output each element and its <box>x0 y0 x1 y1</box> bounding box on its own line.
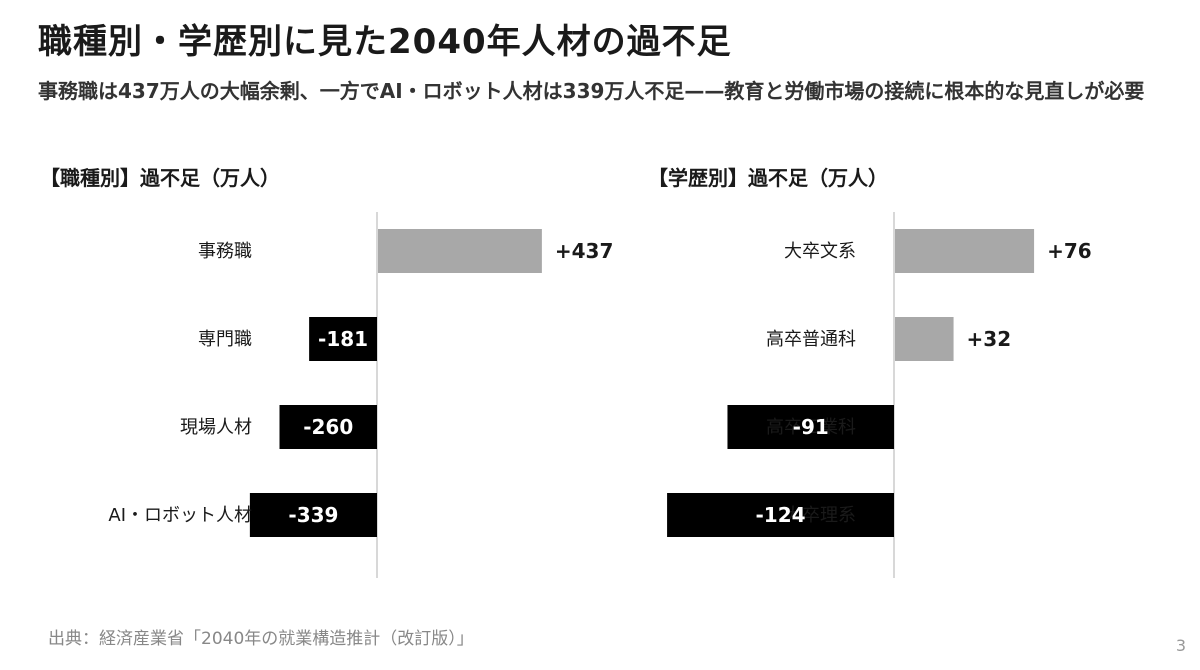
page-subtitle: 事務職は437万人の大幅余剰、一方でAI・ロボット人材は339万人不足——教育と… <box>38 79 1145 103</box>
category-label-education-2: 高卒工業科 <box>766 417 856 438</box>
bar-education-2 <box>727 405 894 449</box>
value-label-education-0: +76 <box>1047 239 1092 263</box>
category-label-occupation-3: AI・ロボット人材 <box>108 505 252 526</box>
bar-occupation-2 <box>279 405 377 449</box>
value-label-occupation-2: -260 <box>303 415 353 439</box>
bar-occupation-0 <box>378 229 542 273</box>
value-label-occupation-3: -339 <box>288 503 338 527</box>
category-label-education-0: 大卒文系 <box>784 241 856 262</box>
value-label-education-3: -124 <box>756 503 806 527</box>
source-note: 出典：経済産業省「2040年の就業構造推計（改訂版）」 <box>48 629 474 649</box>
value-label-education-2: -91 <box>793 415 829 439</box>
category-label-education-1: 高卒普通科 <box>766 329 856 350</box>
bar-education-3 <box>667 493 894 537</box>
bar-occupation-1 <box>309 317 377 361</box>
chart-title-education: 【学歴別】過不足（万人） <box>648 166 888 190</box>
value-label-education-1: +32 <box>967 327 1012 351</box>
category-label-occupation-1: 専門職 <box>198 329 252 350</box>
bar-education-1 <box>895 317 954 361</box>
bar-education-0 <box>895 229 1035 273</box>
chart-title-occupation: 【職種別】過不足（万人） <box>40 166 280 190</box>
category-label-education-3: 大卒理系 <box>784 505 856 526</box>
page-number: 3 <box>1175 636 1186 655</box>
value-label-occupation-1: -181 <box>318 327 368 351</box>
category-label-occupation-2: 現場人材 <box>180 417 252 438</box>
bar-occupation-3 <box>249 493 377 537</box>
page-title: 職種別・学歴別に見た2040年人材の過不足 <box>38 22 732 62</box>
value-label-occupation-0: +437 <box>555 239 614 263</box>
category-label-occupation-0: 事務職 <box>198 241 252 262</box>
